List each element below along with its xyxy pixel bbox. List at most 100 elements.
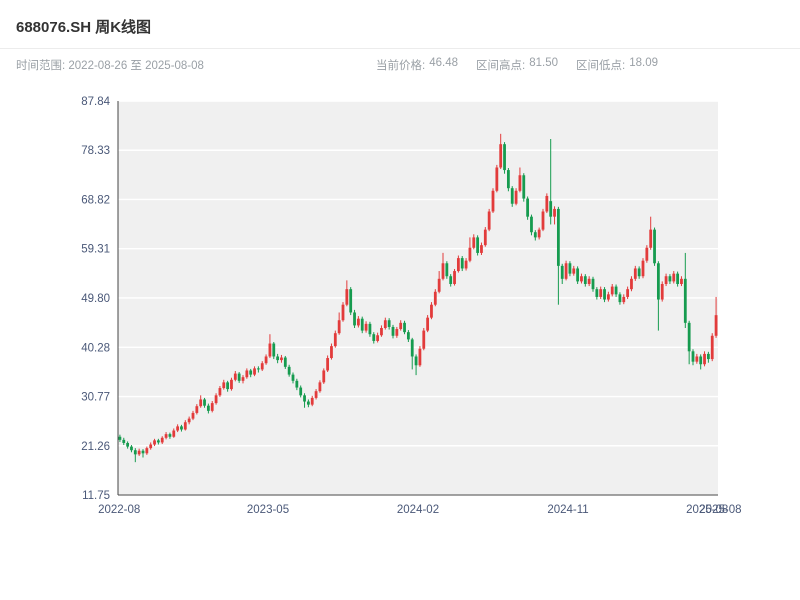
- candle-body: [606, 294, 610, 300]
- y-axis-labels: 87.84 78.33 68.82 59.31 49.80 40.28 30.77 21.26…: [81, 96, 110, 502]
- candle-body: [530, 216, 533, 233]
- x-tick-label: 2023-05: [247, 504, 289, 516]
- candle-body: [291, 374, 295, 381]
- candle-body: [645, 247, 649, 261]
- candle-body: [237, 373, 241, 381]
- candle-body: [303, 395, 306, 402]
- range-low-label: 区间低点:: [576, 60, 626, 72]
- candle-body: [637, 268, 641, 277]
- candle-body: [672, 273, 676, 282]
- candle-body: [556, 208, 560, 266]
- candle-body: [445, 263, 449, 277]
- range-low-stat: 区间低点: 18.09: [576, 57, 658, 73]
- candle-body: [495, 167, 499, 191]
- candle-body: [660, 283, 664, 300]
- candle-body: [656, 263, 660, 300]
- candle-body: [214, 395, 218, 404]
- candle-body: [130, 446, 133, 451]
- candle-body: [422, 330, 426, 349]
- candle-body: [456, 258, 460, 272]
- candle-body: [683, 278, 687, 323]
- candle-body: [326, 358, 330, 371]
- range-high-value: 81.50: [529, 57, 559, 69]
- candle-body: [153, 440, 156, 445]
- info-bar: 时间范围: 2022-08-26 至 2025-08-08 当前价格: 46.4…: [0, 49, 800, 77]
- page-title: 688076.SH 周K线图: [16, 19, 152, 36]
- candle-body: [691, 351, 695, 362]
- y-tick-label: 78.33: [81, 145, 110, 157]
- candle-body: [622, 296, 626, 303]
- candle-body: [364, 323, 368, 331]
- kline-chart: 87.84 78.33 68.82 59.31 49.80 40.28 30.77 21.26…: [81, 96, 741, 516]
- candle-body: [437, 278, 441, 292]
- candle-body: [253, 368, 256, 375]
- candle-body: [418, 348, 422, 366]
- y-tick-label: 68.82: [81, 194, 110, 206]
- candle-body: [533, 232, 537, 238]
- y-tick-label: 11.75: [82, 490, 110, 502]
- candle-body: [441, 263, 445, 279]
- candle-body: [714, 315, 718, 336]
- candle-body: [218, 388, 222, 396]
- chart-header: 688076.SH 周K线图: [0, 0, 800, 49]
- candle-body: [203, 399, 206, 406]
- candle-body: [195, 406, 199, 413]
- y-tick-label: 21.26: [81, 441, 110, 453]
- candle-body: [299, 387, 303, 396]
- candle-body: [426, 317, 430, 331]
- candle-body: [233, 373, 237, 380]
- y-tick-label: 49.80: [81, 293, 110, 305]
- candle-body: [318, 382, 322, 392]
- candle-body: [345, 289, 349, 305]
- y-tick-label: 59.31: [81, 244, 110, 256]
- candle-body: [283, 357, 287, 367]
- candle-body: [453, 271, 456, 284]
- candle-body: [160, 437, 164, 443]
- price-stats: 当前价格: 46.48 区间高点: 81.50 区间低点: 18.09: [376, 57, 658, 73]
- candle-body: [514, 190, 518, 204]
- candle-body: [468, 247, 472, 261]
- candle-body: [668, 276, 672, 282]
- candle-body: [168, 434, 172, 437]
- candle-body: [141, 450, 145, 454]
- candle-body: [395, 329, 399, 336]
- candle-body: [330, 346, 333, 359]
- candle-body: [406, 332, 410, 340]
- current-price-stat: 当前价格: 46.48: [376, 57, 458, 73]
- candle-body: [295, 380, 299, 388]
- candle-body: [553, 208, 556, 217]
- candle-body: [430, 304, 433, 318]
- candle-body: [483, 229, 487, 246]
- candle-body: [503, 144, 506, 171]
- candle-body: [464, 260, 468, 269]
- candle-body: [368, 323, 372, 335]
- candle-body: [510, 188, 514, 204]
- candle-body: [280, 357, 283, 361]
- candle-body: [210, 403, 214, 411]
- x-axis-end-label: 2025-08: [699, 504, 741, 516]
- candle-body: [149, 444, 153, 449]
- candle-body: [387, 320, 391, 327]
- candle-body: [614, 286, 618, 295]
- x-tick-label: 2024-11: [547, 504, 588, 516]
- candle-body: [403, 322, 406, 333]
- candle-body: [156, 440, 160, 443]
- candle-body: [383, 320, 387, 329]
- candle-body: [695, 356, 699, 362]
- date-range-text: 时间范围: 2022-08-26 至 2025-08-08: [16, 60, 204, 72]
- candle-body: [549, 201, 553, 217]
- candle-body: [560, 265, 564, 279]
- candle-body: [360, 318, 364, 331]
- candle-body: [541, 211, 545, 230]
- candle-body: [268, 343, 272, 357]
- candle-body: [576, 268, 580, 282]
- candle-body: [337, 320, 341, 334]
- candle-body: [183, 422, 187, 430]
- candle-body: [353, 312, 356, 326]
- candle-body: [583, 276, 587, 284]
- range-high-label: 区间高点:: [476, 60, 526, 72]
- y-tick-label: 30.77: [81, 392, 110, 404]
- candle-body: [256, 368, 260, 370]
- candle-body: [687, 322, 691, 352]
